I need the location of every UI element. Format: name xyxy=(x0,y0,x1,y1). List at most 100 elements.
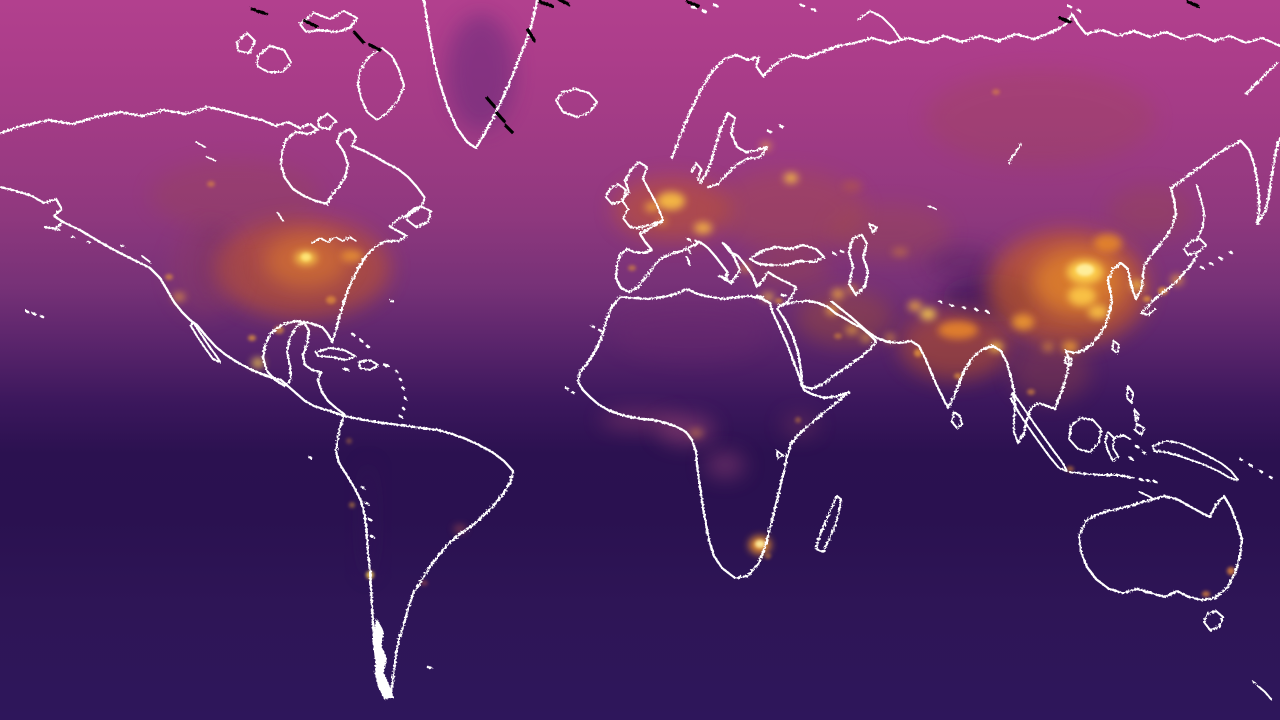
johannesburg-core-hotspot xyxy=(755,540,765,548)
midwest-pixel-hotspot xyxy=(301,253,311,261)
benelux-ruhr-hotspot xyxy=(657,192,685,210)
corsica-sardinia-islands xyxy=(686,246,691,266)
great-lakes xyxy=(311,236,357,244)
levant-hotspot xyxy=(775,298,783,304)
jamaica-puerto-rico-dots xyxy=(342,363,390,372)
sakhalin-island xyxy=(1196,185,1205,238)
japan-honshu-kyushu xyxy=(1140,254,1198,316)
tasmania-island xyxy=(1203,610,1224,631)
borneo-island xyxy=(1068,417,1102,453)
bahrain-gulf-hotspot xyxy=(846,326,858,334)
canary-cape-verde-dots xyxy=(564,324,603,395)
seoul-hotspot xyxy=(1131,280,1143,290)
coastline-chukotka xyxy=(1244,61,1280,96)
southampton-island xyxy=(317,113,337,130)
canadian-lakes xyxy=(195,141,284,222)
lake-balkhash xyxy=(927,205,937,210)
ethiopia-haze xyxy=(782,413,818,437)
coastline-baltic-sea xyxy=(698,111,769,189)
bogota-hotspot xyxy=(346,438,352,444)
himalaya-glacier-dots xyxy=(937,299,990,314)
severnaya-zemlya-dots xyxy=(1066,4,1082,13)
data-gap-layer xyxy=(249,0,1201,135)
sahara-interior-dark xyxy=(612,306,768,362)
baffin-island xyxy=(357,47,405,121)
guinea-coast-haze xyxy=(600,410,680,430)
po-valley-hotspot xyxy=(694,222,712,234)
taiwan-island xyxy=(1111,340,1120,354)
falkland-islands-dot xyxy=(426,665,433,670)
aral-sea xyxy=(868,223,878,234)
lesser-antilles-dots xyxy=(394,369,408,419)
coastline-north-america-arctic-east xyxy=(0,105,427,416)
sri-lanka-island xyxy=(951,411,963,429)
java-island xyxy=(1069,471,1135,479)
denmark-peninsula xyxy=(691,162,702,181)
coastline-siberia-arctic xyxy=(804,12,1280,60)
coastline-black-sea xyxy=(748,243,826,267)
tarim-basin-dark xyxy=(926,247,998,277)
karachi-hotspot xyxy=(885,334,895,342)
us-west-haze xyxy=(170,227,240,317)
coastline-africa xyxy=(576,295,851,580)
galapagos-dot xyxy=(307,455,313,460)
cuba-island xyxy=(315,347,356,361)
chennai-hotspot xyxy=(954,373,962,379)
iceland-island xyxy=(555,88,598,118)
newfoundland-island xyxy=(406,205,432,228)
new-guinea-island xyxy=(1152,440,1239,481)
greenland-data-gaps xyxy=(484,27,537,135)
andes-glacier-dots xyxy=(360,485,375,539)
san-francisco-hotspot xyxy=(165,274,173,280)
alps-glacier-dots xyxy=(686,237,845,256)
busan-hotspot xyxy=(1143,296,1151,302)
patagonia-ice-field xyxy=(372,619,394,700)
atlanta-hotspot xyxy=(326,296,336,304)
sydney-hotspot xyxy=(1227,567,1235,575)
aleutian-islands-dots xyxy=(56,228,125,248)
addis-ababa-hotspot xyxy=(795,417,801,423)
vancouver-island xyxy=(141,255,151,263)
central-asia-haze xyxy=(830,204,950,260)
mumbai-hotspot xyxy=(914,349,922,357)
svalbard-dots xyxy=(690,3,817,14)
banks-island xyxy=(236,32,256,54)
coastline-greenland xyxy=(422,0,539,150)
oil-sands-hotspot xyxy=(207,181,215,187)
durban-hotspot xyxy=(765,553,771,559)
hispaniola-island xyxy=(358,359,379,371)
ellesmere-islands xyxy=(299,10,358,33)
sulawesi-island xyxy=(1104,431,1131,462)
hokkaido-island xyxy=(1183,238,1207,256)
bali-lombok-dots xyxy=(1138,477,1158,484)
ireland-island xyxy=(605,183,627,205)
victoria-island xyxy=(256,45,292,73)
new-zealand-edge xyxy=(1252,681,1272,700)
lake-baikal xyxy=(1008,143,1022,164)
kuril-islands-dots xyxy=(1199,250,1234,270)
yangtze-delta-hotspot xyxy=(1088,305,1108,319)
mexico-city-hotspot xyxy=(252,358,264,368)
bismarck-solomon-dots xyxy=(1238,457,1274,480)
lagos-delta-hotspot xyxy=(689,429,703,437)
great-britain-island xyxy=(621,161,664,229)
europe-east-haze xyxy=(715,170,865,250)
novaya-zemlya xyxy=(857,10,902,41)
arctic-data-gaps xyxy=(249,6,383,53)
norilsk-hotspot xyxy=(992,89,1000,95)
moluccas-dots xyxy=(1128,444,1147,461)
bahamas-dots xyxy=(350,332,371,349)
philippines-islands xyxy=(1126,385,1145,436)
northeast-corridor-hotspot xyxy=(341,250,363,262)
coastline-alaska-south xyxy=(0,185,65,231)
melbourne-hotspot xyxy=(1202,591,1210,597)
jakarta-hotspot xyxy=(1066,466,1074,472)
lahore-punjab-hotspot xyxy=(908,301,922,311)
congo-copperbelt-haze xyxy=(705,452,745,478)
baja-california-peninsula xyxy=(190,321,221,363)
sicily-crete-cyprus-dots xyxy=(717,274,788,299)
sichuan-basin-hotspot xyxy=(1012,314,1034,330)
cairo-nile-delta-hotspot xyxy=(762,293,774,301)
coastline-arabian-peninsula xyxy=(775,299,878,391)
